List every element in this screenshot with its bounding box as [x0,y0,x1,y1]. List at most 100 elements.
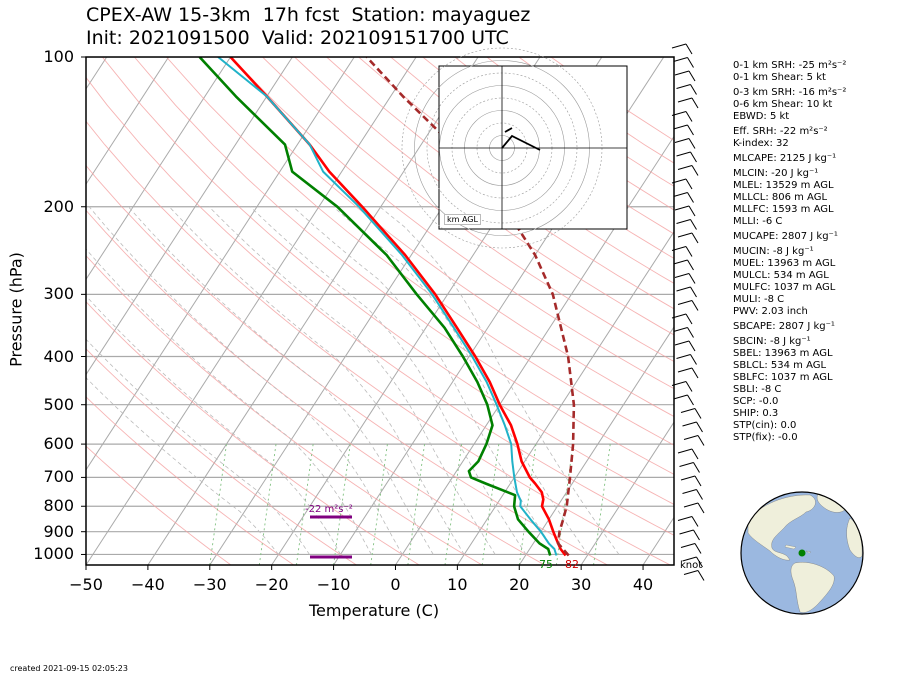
wind-barb [683,435,705,446]
wind-barb [676,84,697,95]
wind-barb [671,178,693,190]
stat-line: MLLFC: 1593 m AGL [733,204,834,215]
stat-line: 0-3 km SRH: -16 m²s⁻² [733,87,847,98]
stat-line: MUEL: 13963 m AGL [733,258,836,269]
wind-barb [674,205,696,217]
mixing-ratio-line [444,444,463,565]
moist-adiabat [292,206,558,555]
moist-adiabat [86,338,310,555]
stat-line: MLLI: -6 C [733,216,783,227]
dry-adiabat [230,57,674,390]
y-tick-label: 800 [43,496,74,516]
wind-barb [676,354,697,365]
mixing-ratio-line [593,444,611,565]
moist-adiabat [86,248,372,555]
wind-barb [680,543,702,554]
stat-line: EBWD: 5 kt [733,111,790,122]
dry-adiabat [326,57,674,310]
x-tick-label: 20 [509,575,530,594]
hodograph-trace [501,127,541,151]
wind-barb [682,421,703,433]
dry-adiabat [86,301,420,565]
stat-line: SCP: -0.0 [733,396,779,407]
dry-adiabat [358,57,674,284]
wind-barb [674,70,696,82]
stat-line: MLLCL: 806 m AGL [733,192,828,203]
y-tick-label: 600 [43,434,74,454]
wind-barb [673,124,694,136]
mixing-ratio-line [407,444,425,565]
stat-line: SBCIN: -8 J kg⁻¹ [733,336,811,347]
y-tick-label: 500 [43,394,74,414]
dry-adiabat [198,57,674,418]
hodograph-label: km AGL [444,214,481,225]
x-tick-label: 40 [632,575,654,594]
dry-adiabat [86,76,674,536]
wind-barb [679,462,700,473]
wind-barb [673,327,694,338]
stat-line: MUCAPE: 2807 J kg⁻¹ [733,231,838,242]
wind-barb [677,448,699,460]
stat-line: SBLCL: 534 m AGL [733,360,827,371]
wind-barb [682,556,703,568]
x-tick-label: −30 [192,575,227,594]
wind-barb [677,165,699,176]
wind-barb [674,138,696,149]
dry-adiabat [134,57,674,475]
y-tick-label: 200 [43,196,74,216]
x-tick-label: 10 [447,575,468,594]
x-tick-label: −50 [69,575,103,594]
dry-adiabat [294,57,674,336]
dry-adiabat [86,164,608,565]
x-axis-label: Temperature (C) [309,601,440,620]
wind-barb [677,516,699,527]
wind-barb [676,219,697,230]
stat-line: MULFC: 1037 m AGL [733,282,836,293]
isotherm-line [580,421,674,565]
moist-adiabat [208,206,496,555]
mixing-ratio-line [481,444,500,565]
stat-line: MLCAPE: 2125 J kg⁻¹ [733,153,837,164]
stat-line: MUCIN: -8 J kg⁻¹ [733,246,814,257]
dry-adiabat [262,57,674,362]
wind-barb [677,367,699,379]
stat-line: STP(cin): 0.0 [733,420,797,431]
stat-line: Eff. SRH: -22 m²s⁻² [733,126,828,137]
dry-adiabat [86,209,546,565]
y-tick-label: 100 [43,47,74,66]
mixing-ratio-line [295,444,314,565]
temperature-line [229,57,567,557]
wind-barb [676,286,697,298]
dewpoint-line [198,57,552,556]
isotherm-line [456,230,674,565]
stat-line: SBEL: 13963 m AGL [733,348,833,359]
mixing-ratio-line [518,444,537,565]
wind-barb [673,394,694,406]
dry-adiabat [86,445,232,565]
wind-barb [671,111,693,122]
moist-adiabat [86,295,341,555]
isotherm-line [147,57,479,565]
dry-adiabat [86,348,357,565]
x-tick-label: 0 [390,575,401,594]
wind-barb [677,97,699,109]
stat-line: MLEL: 13529 m AGL [733,180,834,191]
wind-barb [680,475,702,487]
y-tick-label: 900 [43,521,74,541]
surface-dewpoint-label: 75 [539,558,553,571]
moist-adiabat [250,206,527,555]
x-tick-label: −10 [316,575,351,594]
globe-south-america [790,562,835,613]
dry-adiabat [86,255,483,565]
dry-adiabat [166,57,674,446]
wind-barb [677,300,699,311]
wind-barb [676,151,697,163]
mixing-ratio-line [370,444,388,565]
y-tick-label: 1000 [33,544,74,564]
stat-line: STP(fix): -0.0 [733,432,798,443]
wind-barb [673,192,694,203]
wind-barb [679,529,700,541]
stat-line: SBLFC: 1037 m AGL [733,372,833,383]
wind-barb [673,259,694,271]
